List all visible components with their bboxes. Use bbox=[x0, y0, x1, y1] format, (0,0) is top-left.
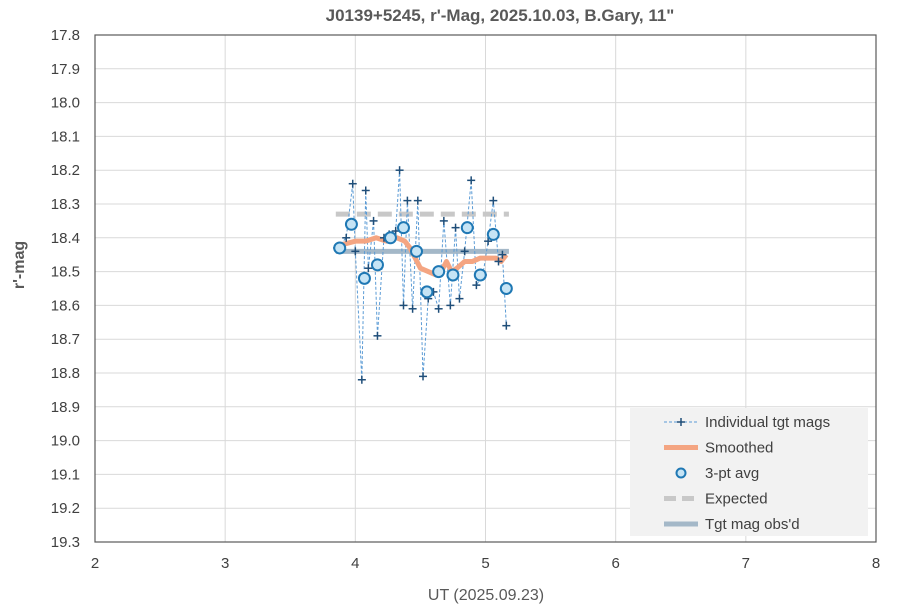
individual-mag-point bbox=[494, 257, 503, 266]
plot-area bbox=[333, 166, 513, 384]
individual-mag-point bbox=[498, 250, 507, 259]
y-axis-label: r'-mag bbox=[11, 241, 28, 289]
avg-point bbox=[410, 244, 424, 258]
avg-point bbox=[333, 241, 347, 255]
y-tick-label: 19.1 bbox=[51, 466, 80, 483]
avg-point bbox=[383, 231, 397, 245]
legend-label: Tgt mag obs'd bbox=[705, 516, 800, 533]
individual-mag-point bbox=[434, 304, 443, 313]
avg-point bbox=[460, 221, 474, 235]
individual-mag-point bbox=[439, 216, 448, 225]
individual-mag-point bbox=[342, 233, 351, 242]
x-axis-label: UT (2025.09.23) bbox=[428, 587, 544, 604]
y-tick-label: 18.3 bbox=[51, 196, 80, 213]
individual-mag-point bbox=[348, 179, 357, 188]
avg-point bbox=[344, 217, 358, 231]
x-tick-label: 2 bbox=[91, 555, 99, 572]
y-tick-label: 18.4 bbox=[51, 230, 80, 247]
x-tick-label: 5 bbox=[481, 555, 489, 572]
individual-mag-point bbox=[446, 301, 455, 310]
individual-mag-point bbox=[451, 223, 460, 232]
individual-mag-point bbox=[351, 247, 360, 256]
individual-mag-point bbox=[484, 237, 493, 246]
individual-mag-point bbox=[413, 196, 422, 205]
legend: Individual tgt mags Smoothed 3-pt avg Expec… bbox=[630, 408, 868, 536]
y-tick-label: 19.0 bbox=[51, 433, 80, 450]
legend-box bbox=[630, 408, 868, 536]
individual-mag-point bbox=[467, 176, 476, 185]
individual-mag-point bbox=[361, 186, 370, 195]
x-tick-label: 6 bbox=[611, 555, 619, 572]
individual-mag-point bbox=[373, 331, 382, 340]
legend-label: Expected bbox=[705, 491, 768, 508]
individual-mag-point bbox=[357, 375, 366, 384]
avg-point bbox=[396, 221, 410, 235]
x-tick-label: 7 bbox=[742, 555, 750, 572]
avg-point bbox=[486, 227, 500, 241]
individual-mag-point bbox=[455, 294, 464, 303]
avg-point bbox=[473, 268, 487, 282]
y-tick-label: 18.7 bbox=[51, 331, 80, 348]
avg-point bbox=[357, 271, 371, 285]
y-tick-label: 18.0 bbox=[51, 95, 80, 112]
y-tick-label: 19.2 bbox=[51, 500, 80, 517]
avg-point bbox=[446, 268, 460, 282]
legend-label: Smoothed bbox=[705, 440, 773, 457]
individual-mag-point bbox=[403, 196, 412, 205]
individual-mag-point bbox=[502, 321, 511, 330]
plot-frame bbox=[94, 34, 877, 543]
individual-mag-point bbox=[460, 247, 469, 256]
x-tick-label: 4 bbox=[351, 555, 359, 572]
individual-mag-point bbox=[489, 196, 498, 205]
y-tick-label: 18.9 bbox=[51, 399, 80, 416]
avg-point bbox=[420, 285, 434, 299]
y-tick-label: 18.6 bbox=[51, 297, 80, 314]
avg-point bbox=[499, 282, 513, 295]
chart-title: J0139+5245, r'-Mag, 2025.10.03, B.Gary, … bbox=[326, 6, 675, 25]
avg-point bbox=[370, 258, 384, 272]
y-tick-label: 18.2 bbox=[51, 162, 80, 179]
legend-label: Individual tgt mags bbox=[705, 414, 830, 431]
avg-point bbox=[432, 265, 446, 279]
x-tick-label: 3 bbox=[221, 555, 229, 572]
individual-mag-point bbox=[369, 216, 378, 225]
individual-mag-point bbox=[399, 301, 408, 310]
individual-mag-point bbox=[419, 372, 428, 381]
individual-mag-point bbox=[395, 166, 404, 175]
x-tick-label: 8 bbox=[872, 555, 880, 572]
individual-mag-point bbox=[408, 304, 417, 313]
tick-labels: 2 3 4 5 6 7 8 17.8 17.9 18.0 18.1 18.2 18.3 18.4 18.5 1… bbox=[51, 27, 880, 572]
individual-mag-point bbox=[472, 281, 481, 290]
y-tick-label: 18.1 bbox=[51, 128, 80, 145]
y-tick-label: 17.9 bbox=[51, 61, 80, 78]
y-tick-label: 18.5 bbox=[51, 264, 80, 281]
individual-mag-point bbox=[364, 264, 373, 273]
y-tick-label: 19.3 bbox=[51, 534, 80, 551]
y-tick-label: 18.8 bbox=[51, 365, 80, 382]
legend-symbol-avg bbox=[675, 467, 687, 479]
legend-label: 3-pt avg bbox=[705, 465, 759, 482]
y-tick-label: 17.8 bbox=[51, 27, 80, 44]
